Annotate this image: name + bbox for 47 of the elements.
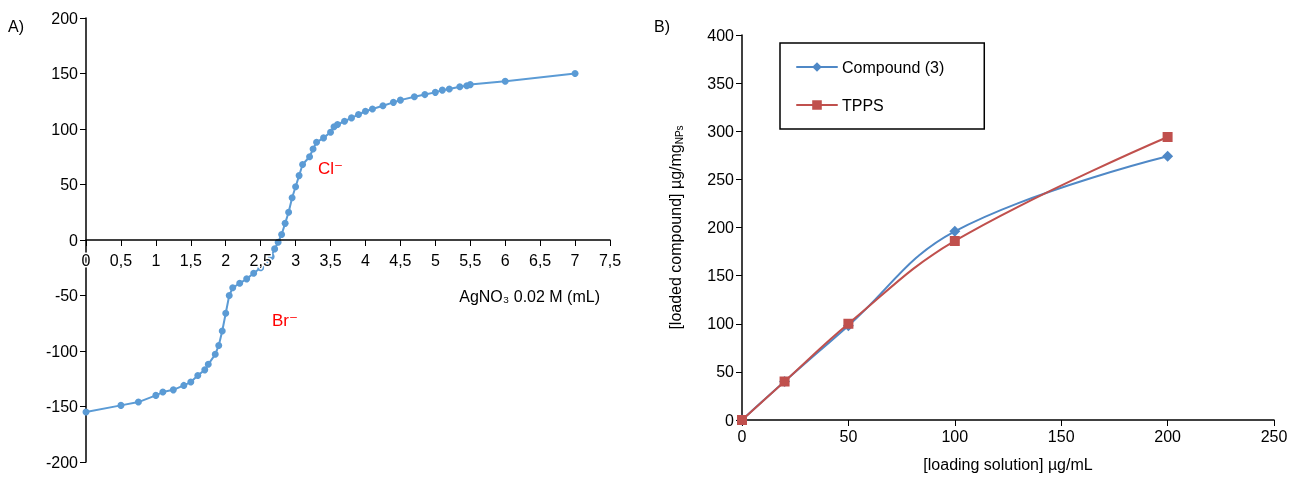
x-tick-label: 200 [1154, 427, 1182, 445]
x-tick-label: 1 [151, 251, 161, 269]
x-tick-label: 0 [737, 427, 747, 445]
x-tick-label: 5 [430, 251, 440, 269]
annotation: Br⁻ [272, 311, 298, 330]
y-tick-label: 200 [707, 219, 735, 236]
y-tick-label: -200 [45, 453, 79, 471]
x-tick-label: 6,5 [529, 251, 552, 269]
y-tick-label: -100 [45, 342, 79, 360]
y-tick-label: -50 [54, 287, 79, 304]
legend-label: Compound (3) [842, 58, 945, 76]
y-tick-label: 200 [51, 9, 79, 27]
text: B) [654, 17, 670, 35]
y-tick-label: 350 [707, 74, 735, 92]
x-tick-label: 1,5 [179, 251, 203, 269]
x-axis-title: AgNO₃ 0.02 M (mL) [459, 287, 600, 305]
y-tick-label: 300 [707, 122, 735, 140]
x-tick-label: 4,5 [389, 251, 412, 269]
y-tick-label: 150 [51, 65, 79, 82]
x-tick-label: 50 [839, 427, 858, 445]
x-tick-label: 7 [570, 251, 580, 269]
y-tick-label: 0 [725, 411, 735, 429]
y-tick-label: 0 [69, 231, 79, 249]
y-axis-title: [loaded compound] µg/mgNPs [666, 125, 685, 330]
y-tick-label: 100 [51, 120, 79, 138]
y-tick-label: 50 [60, 176, 79, 193]
x-tick-label: 6 [500, 251, 510, 269]
x-tick-label: 5,5 [459, 251, 482, 269]
x-tick-label: 2 [221, 251, 231, 269]
y-tick-label: 150 [707, 267, 735, 285]
y-tick-label: 250 [707, 170, 735, 188]
y-tick-label: 400 [707, 26, 735, 44]
x-tick-label: 4 [361, 251, 371, 269]
y-tick-label: 50 [716, 363, 735, 381]
x-tick-label: 3 [291, 251, 301, 269]
x-tick-label: 7,5 [598, 251, 622, 269]
x-tick-label: 3,5 [319, 251, 342, 269]
x-tick-label: 150 [1047, 427, 1075, 445]
y-tick-label: -150 [45, 398, 79, 415]
x-tick-label: 100 [941, 427, 969, 445]
x-tick-label: 250 [1260, 427, 1288, 445]
legend-label: TPPS [842, 96, 884, 114]
x-axis-title: [loading solution] µg/mL [923, 455, 1093, 473]
x-tick-label: 0,5 [109, 251, 133, 269]
y-tick-label: 100 [707, 315, 735, 333]
text: A) [8, 17, 24, 35]
annotation: Cl⁻ [318, 159, 344, 178]
